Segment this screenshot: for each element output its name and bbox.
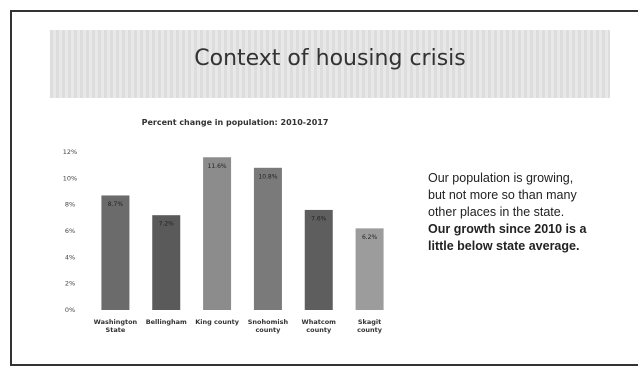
data-label: 10.8% (258, 173, 277, 180)
x-tick-label: Snohomish county (247, 318, 289, 334)
x-tick-label: Washington State (93, 318, 138, 334)
data-label: 7.6% (311, 215, 327, 222)
bar (355, 228, 384, 310)
body-text: Our population is growing, but not more s… (428, 170, 586, 255)
data-label: 8.7% (108, 201, 124, 208)
body-line-bold: Our growth since 2010 is a (428, 222, 587, 236)
body-line: but not more so than many (428, 188, 577, 202)
data-label: 6.2% (362, 234, 378, 241)
y-tick-label: 8% (65, 201, 75, 209)
bar (101, 195, 130, 310)
y-tick-label: 2% (65, 280, 75, 288)
bar (253, 167, 282, 310)
chart-title: Percent change in population: 2010-2017 (141, 118, 329, 127)
y-tick-label: 4% (65, 253, 75, 261)
slide-title: Context of housing crisis (194, 46, 466, 71)
y-tick-label: 12% (63, 148, 77, 156)
data-label: 7.2% (159, 221, 175, 228)
title-band (50, 30, 610, 98)
body-line: other places in the state. (428, 205, 565, 219)
x-tick-label: Bellingham (145, 318, 187, 326)
bar (304, 209, 333, 310)
y-tick-label: 0% (65, 306, 75, 314)
bar (152, 215, 181, 310)
body-line-bold: little below state average. (428, 239, 580, 253)
x-tick-label: Skagit county (357, 318, 383, 334)
x-tick-label: Whatcom county (301, 318, 336, 334)
slide-frame (10, 10, 638, 366)
y-tick-label: 6% (65, 227, 75, 235)
y-tick-label: 10% (63, 174, 77, 182)
data-label: 11.6% (208, 163, 227, 170)
x-tick-label: King county (195, 318, 239, 326)
bar (203, 157, 232, 310)
body-line: Our population is growing, (428, 171, 574, 185)
